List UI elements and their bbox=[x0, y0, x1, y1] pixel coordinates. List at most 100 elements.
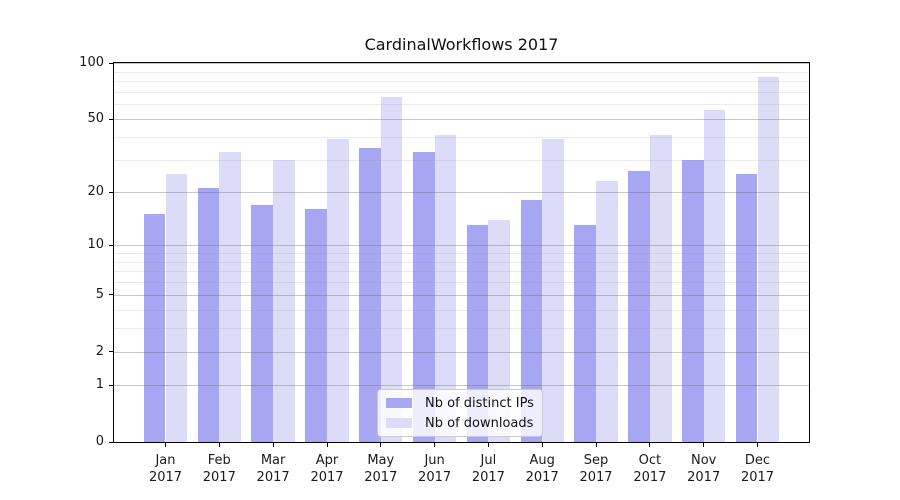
x-tick-label-dec: Dec 2017 bbox=[726, 452, 790, 486]
x-tick-year: 2017 bbox=[310, 470, 344, 485]
x-tick-month: Jun bbox=[424, 453, 445, 468]
y-tick-mark-50 bbox=[109, 118, 113, 120]
gridline-10 bbox=[114, 245, 809, 247]
gridline-2 bbox=[114, 351, 809, 353]
x-tick-label-jun: Jun 2017 bbox=[403, 452, 467, 486]
legend-label-distinct-ips: Nb of distinct IPs bbox=[425, 395, 534, 411]
gridline-60 bbox=[114, 104, 809, 106]
gridline-20 bbox=[114, 192, 809, 193]
legend-swatch-downloads bbox=[386, 418, 412, 428]
x-tick-mark-may bbox=[380, 443, 382, 447]
x-tick-year: 2017 bbox=[687, 470, 721, 485]
gridline-40 bbox=[114, 137, 809, 138]
x-tick-month: Apr bbox=[315, 453, 339, 468]
gridline-100 bbox=[114, 63, 809, 64]
x-tick-year: 2017 bbox=[148, 470, 183, 485]
legend-label-downloads: Nb of downloads bbox=[425, 415, 534, 431]
y-tick-label-20: 20 bbox=[87, 184, 104, 199]
bar-downloads-aug bbox=[542, 139, 564, 442]
y-tick-label-1: 1 bbox=[95, 377, 104, 393]
y-tick-mark-10 bbox=[109, 244, 113, 246]
y-tick-mark-1 bbox=[109, 384, 113, 386]
x-tick-year: 2017 bbox=[525, 470, 559, 485]
x-tick-month: Nov bbox=[691, 453, 717, 468]
gridline-50 bbox=[114, 119, 809, 121]
bar-ips-oct bbox=[628, 171, 650, 442]
bar-ips-feb bbox=[197, 188, 220, 442]
bar-ips-jun bbox=[412, 152, 435, 442]
bar-downloads-apr bbox=[327, 139, 349, 442]
x-tick-mark-aug bbox=[541, 443, 543, 447]
x-tick-label-mar: Mar 2017 bbox=[241, 452, 305, 486]
x-tick-month: Jul bbox=[480, 453, 497, 468]
bar-downloads-jul bbox=[488, 219, 511, 442]
x-tick-label-may: May 2017 bbox=[349, 452, 413, 486]
bar-downloads-jan bbox=[165, 174, 188, 442]
x-tick-mark-oct bbox=[649, 443, 651, 447]
y-tick-label-0: 0 bbox=[95, 434, 104, 449]
y-tick-mark-5 bbox=[109, 294, 113, 296]
x-tick-label-jan: Jan 2017 bbox=[134, 452, 198, 486]
gridline-70 bbox=[114, 91, 809, 93]
x-tick-label-sep: Sep 2017 bbox=[564, 452, 628, 486]
x-tick-month: Feb bbox=[207, 453, 231, 468]
gridline-9 bbox=[114, 252, 809, 254]
x-tick-month: Oct bbox=[638, 453, 662, 468]
x-tick-year: 2017 bbox=[418, 470, 452, 485]
x-tick-label-apr: Apr 2017 bbox=[295, 452, 359, 486]
bar-ips-jan bbox=[143, 214, 166, 442]
y-tick-mark-100 bbox=[109, 62, 113, 64]
y-tick-label-2: 2 bbox=[95, 343, 104, 359]
legend: Nb of distinct IPs Nb of downloads bbox=[377, 389, 543, 437]
x-tick-month: Sep bbox=[583, 453, 609, 468]
y-tick-mark-0 bbox=[109, 441, 113, 443]
x-tick-year: 2017 bbox=[579, 470, 613, 485]
x-tick-mark-feb bbox=[218, 443, 220, 447]
legend-item-downloads: Nb of downloads bbox=[378, 416, 542, 431]
bar-downloads-may bbox=[380, 96, 403, 442]
bar-downloads-nov bbox=[703, 110, 726, 442]
gridline-5 bbox=[114, 294, 809, 296]
bar-downloads-mar bbox=[273, 160, 295, 442]
x-tick-mark-jul bbox=[487, 443, 489, 447]
gridline-90 bbox=[114, 71, 809, 73]
bar-ips-apr bbox=[305, 209, 327, 442]
x-tick-month: Mar bbox=[260, 453, 286, 468]
x-tick-month: Jan bbox=[155, 453, 176, 468]
y-tick-label-100: 100 bbox=[79, 55, 104, 70]
y-tick-mark-2 bbox=[109, 351, 113, 353]
y-tick-label-10: 10 bbox=[87, 237, 104, 253]
x-tick-label-nov: Nov 2017 bbox=[672, 452, 736, 486]
x-tick-mark-jun bbox=[434, 443, 436, 447]
y-tick-mark-20 bbox=[109, 191, 113, 193]
chart-title: CardinalWorkflows 2017 bbox=[364, 35, 559, 54]
gridline-30 bbox=[114, 160, 809, 161]
gridline-80 bbox=[114, 81, 809, 83]
x-tick-year: 2017 bbox=[740, 470, 775, 485]
bar-downloads-oct bbox=[649, 135, 672, 442]
bar-ips-nov bbox=[682, 160, 704, 442]
plot-area bbox=[113, 62, 810, 443]
gridline-1 bbox=[114, 385, 809, 387]
x-tick-year: 2017 bbox=[364, 470, 398, 485]
x-tick-year: 2017 bbox=[471, 470, 505, 485]
x-tick-mark-mar bbox=[272, 443, 274, 447]
bar-downloads-jun bbox=[434, 135, 457, 442]
x-tick-month: May bbox=[367, 453, 395, 468]
x-tick-label-aug: Aug 2017 bbox=[510, 452, 574, 486]
bar-downloads-sep bbox=[596, 181, 618, 442]
x-tick-label-feb: Feb 2017 bbox=[187, 452, 251, 486]
gridline-6 bbox=[114, 282, 809, 284]
bar-ips-jul bbox=[466, 225, 489, 442]
x-tick-mark-apr bbox=[326, 443, 328, 447]
bar-ips-may bbox=[359, 147, 381, 442]
x-tick-label-oct: Oct 2017 bbox=[618, 452, 682, 486]
x-tick-month: Dec bbox=[744, 453, 771, 468]
x-tick-mark-jan bbox=[165, 443, 166, 447]
gridline-3 bbox=[114, 328, 809, 330]
bar-downloads-dec bbox=[757, 77, 780, 442]
x-tick-mark-nov bbox=[703, 443, 705, 447]
x-tick-mark-sep bbox=[595, 443, 597, 447]
y-tick-label-5: 5 bbox=[95, 286, 104, 302]
